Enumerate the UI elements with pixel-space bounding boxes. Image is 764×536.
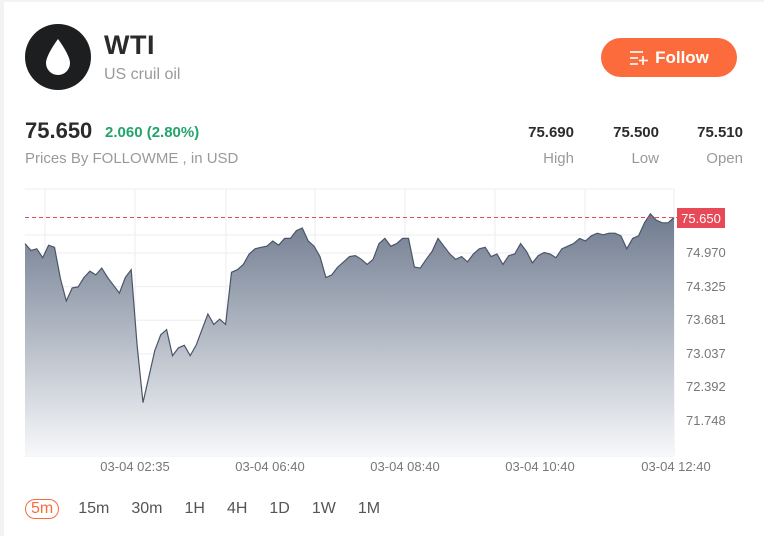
symbol-subtitle: US cruil oil xyxy=(104,66,181,83)
y-tick-label: 73.037 xyxy=(686,345,726,361)
price-line xyxy=(24,212,675,403)
x-tick-label: 03-04 06:40 xyxy=(235,459,305,474)
stat-high-label: High xyxy=(543,150,574,167)
y-tick-label: 72.392 xyxy=(686,379,726,395)
follow-button[interactable]: Follow xyxy=(601,38,737,77)
current-price: 75.650 xyxy=(25,118,93,143)
x-tick-label: 03-04 10:40 xyxy=(505,459,575,474)
follow-label: Follow xyxy=(655,47,709,67)
interval-30m[interactable]: 30m xyxy=(131,500,163,517)
oil-drop-icon xyxy=(46,39,70,75)
stat-low-label: Low xyxy=(631,150,659,167)
price-source: Prices By FOLLOWME , in USD xyxy=(25,150,239,167)
interval-1m[interactable]: 1M xyxy=(357,500,381,517)
stat-open: 75.510 Open xyxy=(697,124,743,167)
stat-open-label: Open xyxy=(706,150,743,167)
symbol-logo xyxy=(25,24,91,90)
interval-1w[interactable]: 1W xyxy=(311,500,336,517)
y-tick-label: 73.681 xyxy=(686,312,726,328)
x-tick-label: 03-04 12:40 xyxy=(641,459,711,474)
y-tick-label: 74.970 xyxy=(686,245,726,260)
price-change: 2.060 (2.80%) xyxy=(105,124,200,141)
stat-high: 75.690 High xyxy=(528,124,574,167)
current-price-tag: 75.650 xyxy=(677,208,725,228)
stat-low-value: 75.500 xyxy=(613,124,659,141)
interval-5m[interactable]: 5m xyxy=(25,499,60,519)
interval-1d[interactable]: 1D xyxy=(269,500,290,517)
price-area xyxy=(25,213,674,456)
add-list-icon xyxy=(630,50,649,65)
stat-high-value: 75.690 xyxy=(528,124,574,141)
x-tick-label: 03-04 02:35 xyxy=(100,459,170,474)
symbol-title: WTI xyxy=(104,30,155,60)
interval-15m[interactable]: 15m xyxy=(78,500,110,517)
x-tick-label: 03-04 08:40 xyxy=(370,459,440,474)
y-tick-label: 74.325 xyxy=(686,278,726,294)
interval-4h[interactable]: 4H xyxy=(226,500,248,517)
y-tick-label: 71.748 xyxy=(686,413,726,428)
interval-selector: 5m 15m 30m 1H 4H 1D 1W 1M xyxy=(25,499,399,519)
interval-1h[interactable]: 1H xyxy=(184,500,205,517)
stat-low: 75.500 Low xyxy=(613,124,659,167)
stat-open-value: 75.510 xyxy=(697,124,743,141)
